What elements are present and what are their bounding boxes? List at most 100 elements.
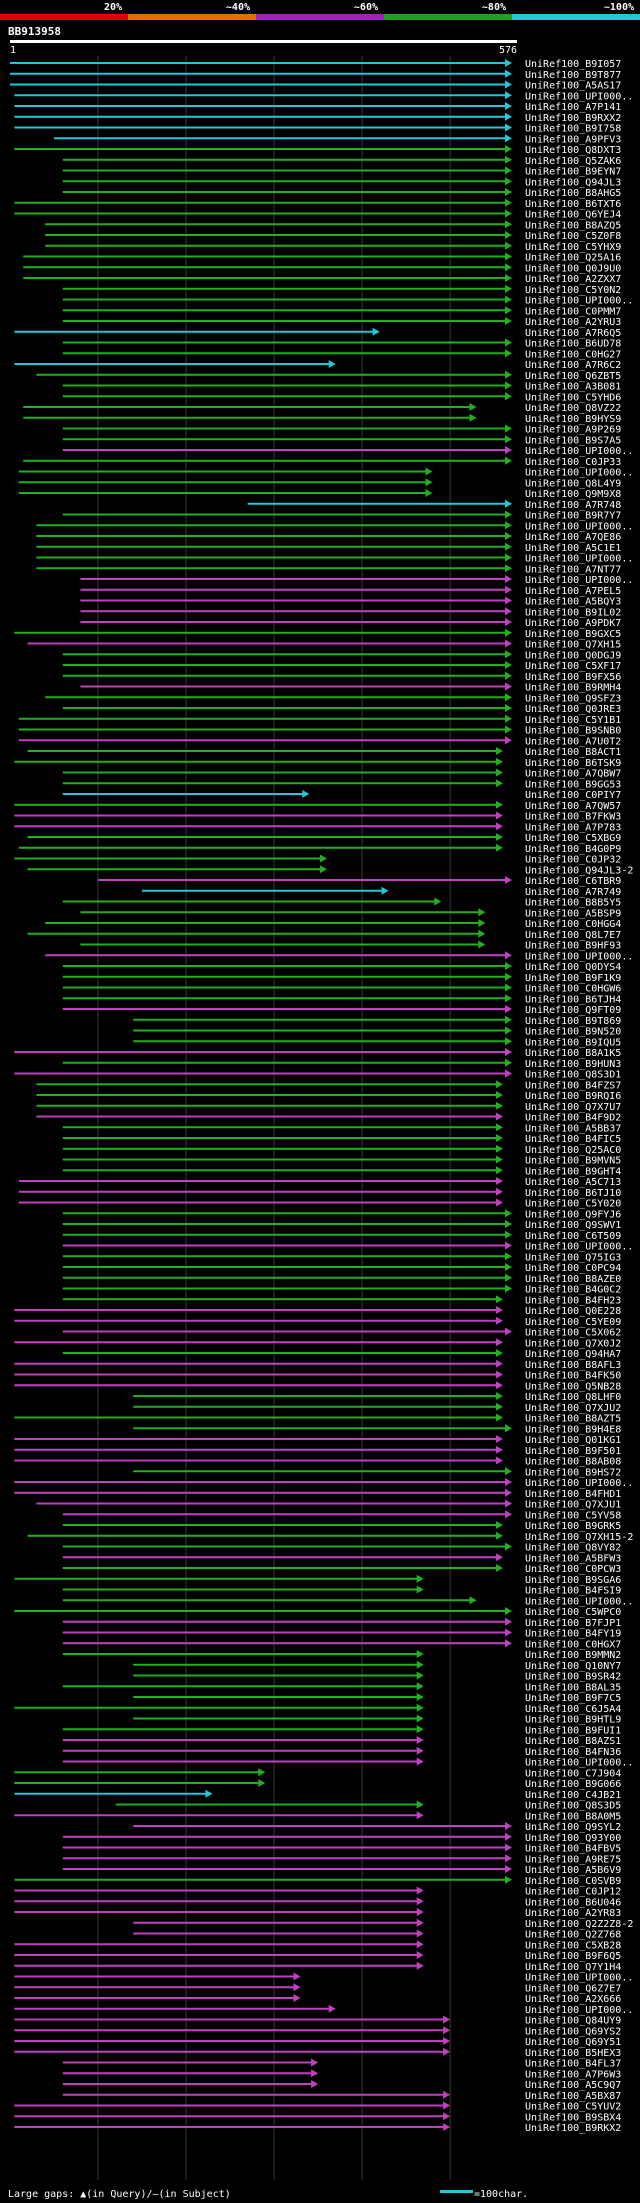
- hit-row: UniRef100_B8AHG5: [62, 188, 621, 199]
- hit-row: UniRef100_C6J5A4: [14, 1703, 621, 1715]
- query-ruler: 1 576: [10, 40, 517, 56]
- hit-arrow: [505, 209, 512, 218]
- hit-bar: [14, 201, 508, 204]
- hit-row: UniRef100_A2ZXX7: [23, 274, 621, 285]
- hit-row: UniRef100_Q7XJU2: [133, 1402, 621, 1414]
- hit-row: UniRef100_B8AFL3: [14, 1359, 621, 1371]
- hit-label: UniRef100_A9PFV3: [525, 134, 621, 145]
- hit-arrow: [416, 1918, 424, 1927]
- hit-row: UniRef100_UPI000..: [45, 951, 633, 962]
- hit-arrow: [505, 1015, 512, 1024]
- hit-row: UniRef100_B4FHD1: [14, 1488, 621, 1500]
- hit-arrow: [416, 1725, 424, 1734]
- hit-bar: [80, 621, 508, 623]
- hit-row: UniRef100_Q8VY82: [62, 1542, 621, 1554]
- hit-label: UniRef100_A2YRU3: [525, 317, 621, 328]
- hit-label: UniRef100_B8AZQ5: [525, 220, 621, 231]
- hit-bar: [62, 513, 507, 516]
- hit-arrow: [495, 1359, 503, 1368]
- hit-label: UniRef100_Q7XH15-2: [525, 1532, 633, 1543]
- hit-row: UniRef100_C5XF17: [62, 661, 621, 672]
- hit-bar: [14, 1577, 419, 1580]
- hit-arrow: [505, 263, 512, 272]
- hit-row: UniRef100_A7R6C2: [14, 360, 621, 371]
- hit-label: UniRef100_Q69Y51: [525, 2037, 621, 2048]
- hit-label: UniRef100_UPI000..: [525, 1973, 633, 1984]
- hit-bar: [80, 911, 481, 914]
- hit-row: UniRef100_Q6Z7E7: [14, 1983, 621, 1994]
- hit-bar: [14, 1997, 296, 1999]
- hit-bar: [23, 255, 507, 258]
- hit-row: UniRef100_Q8S3D1: [14, 1069, 621, 1081]
- hit-row: UniRef100_B9H4E8: [133, 1424, 621, 1435]
- hit-arrow: [425, 489, 433, 497]
- hit-bar: [62, 352, 507, 355]
- hit-label: UniRef100_B9SNB0: [525, 726, 621, 737]
- hit-row: UniRef100_C5Z0F8: [45, 231, 621, 242]
- hit-row: UniRef100_B8A1K5: [14, 1048, 621, 1059]
- hit-label: UniRef100_B6TJH4: [525, 994, 621, 1005]
- hit-arrow: [505, 1284, 512, 1293]
- hit-arrow: [495, 1080, 503, 1089]
- hit-arrow: [505, 424, 512, 433]
- hit-label: UniRef100_Q7XJU2: [525, 1403, 621, 1414]
- hit-arrow: [311, 2069, 319, 2078]
- hit-row: UniRef100_C0JP12: [14, 1886, 621, 1898]
- hit-arrow: [505, 532, 512, 540]
- hit-label: UniRef100_A5C9Q7: [525, 2080, 621, 2091]
- hit-label: UniRef100_Q84UY9: [525, 2016, 621, 2027]
- hit-label: UniRef100_B8A0M5: [525, 1811, 621, 1822]
- hit-bar: [62, 1846, 507, 1849]
- hit-label: UniRef100_A5C713: [525, 1177, 621, 1188]
- hit-bar: [18, 481, 428, 484]
- hit-row: UniRef100_Q69YS2: [14, 2026, 621, 2037]
- hit-label: UniRef100_C5YUV2: [525, 2102, 621, 2113]
- hit-bar: [14, 2029, 446, 2032]
- hit-bar: [14, 1792, 208, 1795]
- hit-arrow: [416, 1757, 424, 1766]
- hit-arrow: [505, 564, 512, 573]
- query-bar: [10, 40, 517, 43]
- hit-bar: [62, 782, 498, 785]
- hit-label: UniRef100_B9SBX4: [525, 2112, 621, 2123]
- hit-arrow: [478, 908, 486, 917]
- hit-bar: [80, 588, 508, 591]
- hit-row: UniRef100_A7R748: [247, 499, 621, 511]
- hit-label: UniRef100_B9HTL9: [525, 1715, 621, 1726]
- hit-label: UniRef100_UPI000..: [525, 2005, 633, 2016]
- hit-row: UniRef100_Q6ZBT5: [36, 370, 621, 382]
- hit-row: UniRef100_B9F6Q5: [14, 1951, 621, 1962]
- hit-row: UniRef100_B9FX56: [62, 671, 621, 683]
- hit-bar: [27, 750, 498, 752]
- hit-label: UniRef100_A7P6W3: [525, 2069, 621, 2080]
- hit-row: UniRef100_A9RE75: [62, 1854, 621, 1865]
- hit-bar: [14, 631, 508, 634]
- hit-arrow: [495, 1521, 503, 1529]
- hit-label: UniRef100_Q8L7E7: [525, 930, 621, 941]
- hit-bar: [14, 2040, 446, 2042]
- hit-label: UniRef100_Q7Y1H4: [525, 1962, 621, 1973]
- hit-bar: [14, 115, 508, 118]
- hit-bar: [133, 1018, 507, 1021]
- hit-bar: [45, 234, 507, 236]
- hit-bar: [14, 825, 498, 828]
- hit-arrow: [505, 1424, 512, 1433]
- hit-label: UniRef100_Q9M9X8: [525, 489, 621, 500]
- hit-arrow: [505, 725, 512, 734]
- query-title: BB913958: [8, 25, 61, 38]
- hit-arrow: [495, 1531, 503, 1540]
- hit-bar: [14, 363, 331, 365]
- hit-label: UniRef100_B8AHG5: [525, 188, 621, 199]
- hit-arrow: [311, 2080, 319, 2088]
- hit-bar: [23, 406, 472, 408]
- hit-bar: [14, 760, 498, 763]
- hit-label: UniRef100_A7P783: [525, 822, 621, 833]
- hit-label: UniRef100_C6TBR9: [525, 876, 621, 887]
- hit-label: UniRef100_UPI000..: [525, 951, 633, 962]
- hit-bar: [18, 728, 507, 731]
- hit-bar: [62, 427, 507, 430]
- hit-arrow: [205, 1789, 213, 1798]
- hit-label: UniRef100_C5Y1B1: [525, 715, 621, 726]
- hit-label: UniRef100_C0JP12: [525, 1887, 621, 1898]
- hit-row: UniRef100_C5WPC0: [14, 1607, 621, 1618]
